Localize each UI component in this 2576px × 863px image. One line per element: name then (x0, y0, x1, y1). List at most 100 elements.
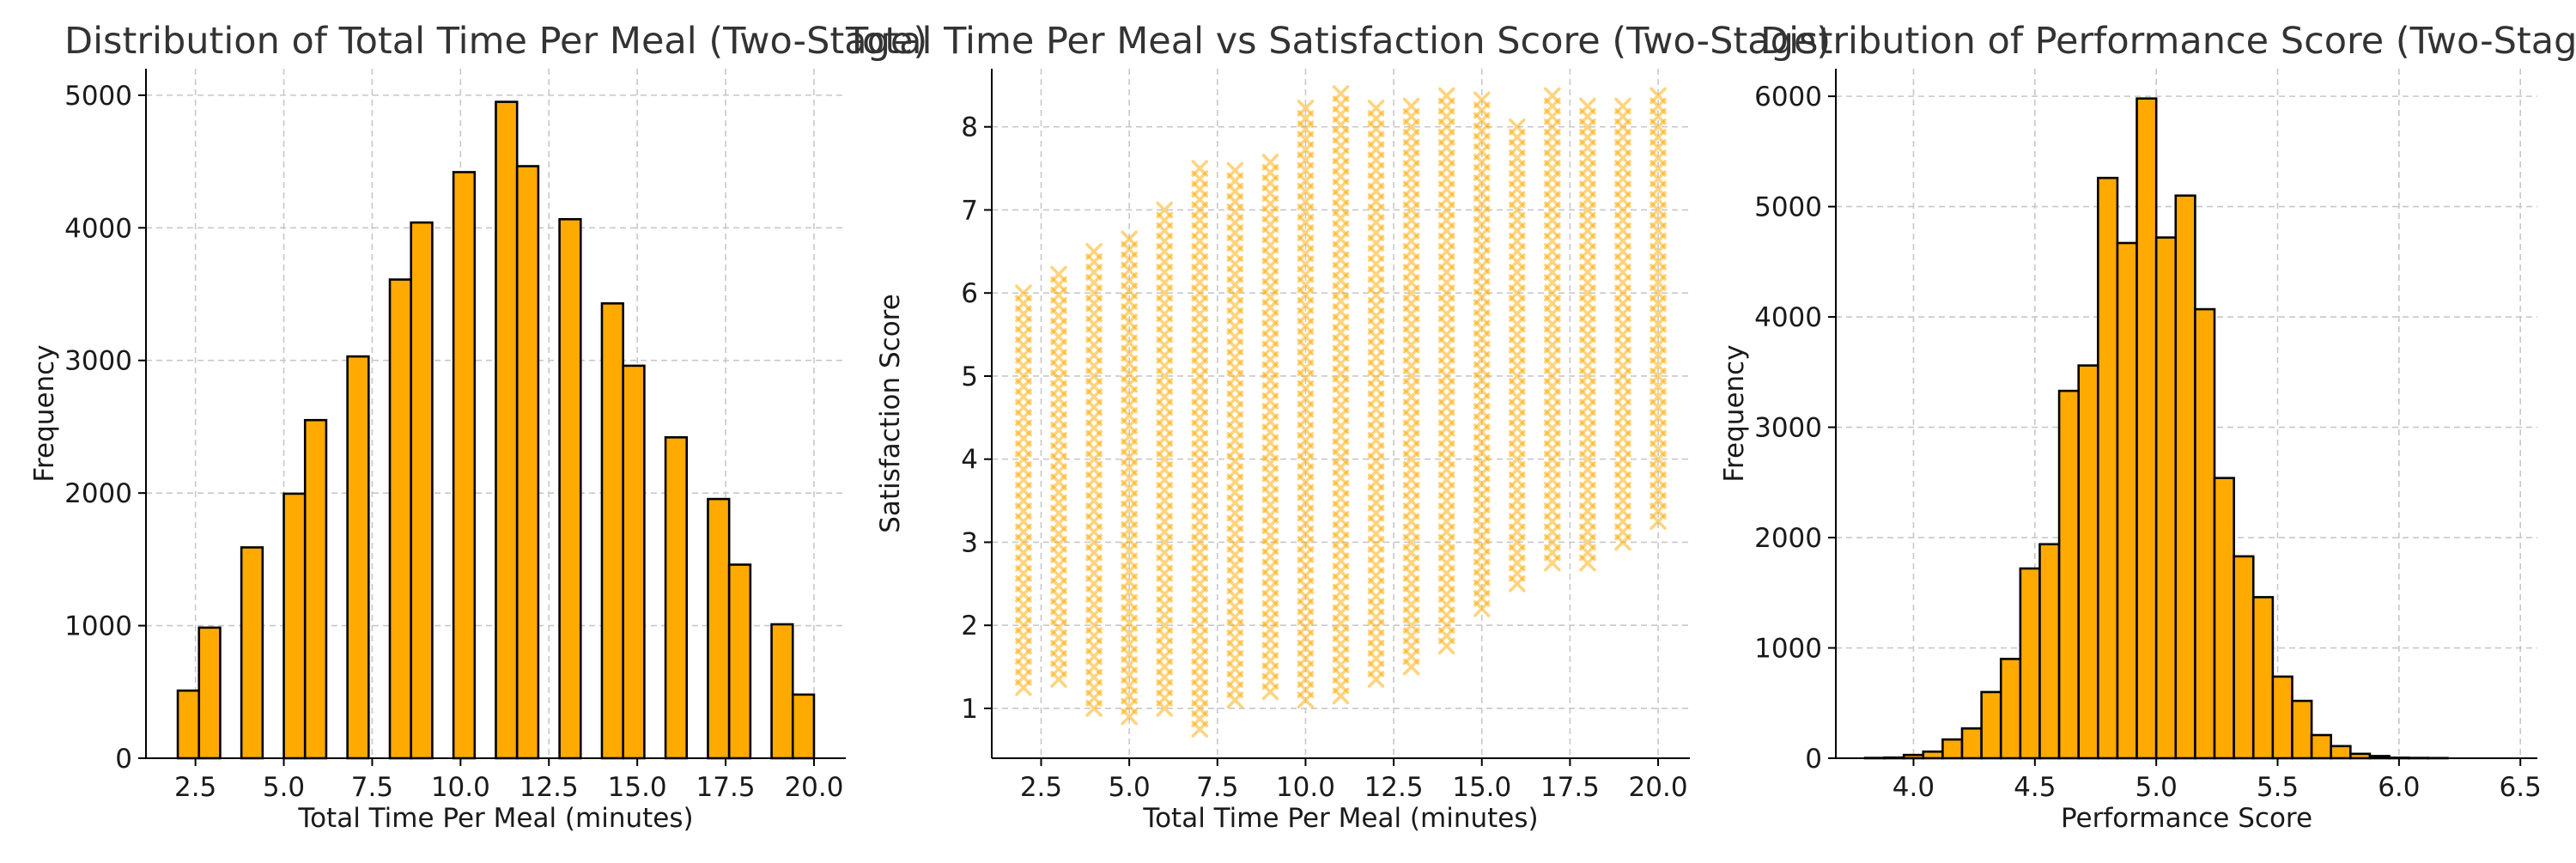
y-tick-label: 1 (961, 694, 978, 725)
bar (708, 499, 729, 758)
bar (2020, 568, 2040, 758)
x-tick-label: 12.5 (1364, 772, 1424, 803)
bar (793, 695, 814, 758)
scatter-point (1405, 100, 1419, 113)
bar (2156, 238, 2176, 758)
bar (199, 628, 221, 758)
y-tick-label: 4 (961, 445, 978, 476)
x-tick-label: 5.5 (2257, 772, 2299, 803)
y-tick-label: 8 (961, 112, 978, 143)
y-tick-label: 3000 (1754, 413, 1822, 444)
bar (2039, 544, 2059, 758)
bar (348, 356, 369, 758)
bar (2292, 701, 2312, 758)
bar (2098, 178, 2117, 758)
bar (2117, 243, 2137, 758)
scatter-point (1052, 267, 1066, 281)
chart-title: Total Time Per Meal vs Satisfaction Scor… (845, 20, 1831, 63)
bar (2001, 659, 2020, 758)
y-tick-label: 2000 (64, 478, 132, 509)
x-tick-label: 20.0 (1629, 772, 1688, 803)
scatter-point (1263, 155, 1277, 169)
x-tick-label: 5.0 (263, 772, 305, 803)
y-tick-label: 7 (961, 195, 978, 226)
bar (2176, 196, 2196, 758)
x-tick-label: 7.5 (351, 772, 393, 803)
x-tick-label: 5.0 (1108, 772, 1150, 803)
x-tick-label: 2.5 (174, 772, 216, 803)
x-axis-label: Performance Score (2061, 803, 2312, 834)
bar (2331, 746, 2351, 758)
bar (2253, 597, 2273, 758)
x-axis-label: Total Time Per Meal (minutes) (1142, 803, 1538, 834)
x-tick-label: 4.0 (1893, 772, 1935, 803)
chart-title: Distribution of Performance Score (Two-S… (1760, 20, 2576, 63)
bar (517, 167, 538, 758)
x-tick-label: 2.5 (1020, 772, 1062, 803)
bar (560, 219, 581, 758)
y-tick-label: 5 (961, 362, 978, 392)
y-tick-label: 1000 (1754, 634, 1822, 665)
bar (1923, 751, 1943, 758)
scatter-point (1581, 100, 1595, 113)
y-tick-label: 3 (961, 527, 978, 558)
scatter-point (1440, 88, 1454, 102)
bar (390, 280, 411, 758)
x-tick-label: 6.5 (2500, 772, 2542, 803)
y-tick-label: 0 (1805, 744, 1822, 775)
x-axis-label: Total Time Per Meal (minutes) (297, 803, 693, 834)
y-tick-label: 4000 (64, 213, 132, 244)
y-axis-label: Frequency (1719, 344, 1750, 482)
scatter-point (1546, 88, 1559, 102)
bar (623, 366, 645, 758)
bars (1865, 99, 2447, 758)
bar (2059, 391, 2079, 758)
bar (178, 690, 199, 758)
scatter-point (1193, 161, 1206, 175)
bar (602, 303, 623, 758)
bar (2195, 309, 2215, 758)
x-tick-label: 15.0 (608, 772, 667, 803)
y-tick-label: 3000 (64, 346, 132, 377)
bar (1982, 692, 2002, 758)
x-tick-label: 17.5 (696, 772, 756, 803)
x-tick-label: 6.0 (2378, 772, 2420, 803)
bars (178, 102, 814, 758)
bar (2312, 735, 2331, 758)
bar (729, 565, 750, 758)
x-tick-label: 5.0 (2136, 772, 2178, 803)
y-tick-label: 1000 (64, 611, 132, 642)
bar (2137, 99, 2157, 758)
bar (772, 624, 793, 758)
y-axis-label: Frequency (29, 344, 60, 482)
x-tick-label: 15.0 (1452, 772, 1511, 803)
x-tick-label: 7.5 (1196, 772, 1238, 803)
x-tick-label: 4.5 (2014, 772, 2056, 803)
x-tick-label: 17.5 (1540, 772, 1600, 803)
scatter-point (1616, 100, 1630, 113)
y-tick-label: 0 (115, 744, 132, 775)
bar (453, 172, 475, 758)
bar (2273, 677, 2293, 758)
bar (1962, 728, 1982, 758)
x-tick-label: 10.0 (431, 772, 490, 803)
bar (284, 494, 306, 758)
scatter-point (1087, 245, 1101, 258)
bar (305, 420, 326, 758)
y-tick-label: 2000 (1754, 523, 1822, 554)
bar (2215, 478, 2234, 758)
scatter-points (1017, 87, 1665, 736)
x-tick-label: 10.0 (1276, 772, 1335, 803)
x-tick-label: 12.5 (519, 772, 579, 803)
y-tick-label: 2 (961, 611, 978, 641)
bar (411, 222, 433, 758)
scatter-point (1370, 101, 1383, 115)
bar (2234, 556, 2254, 758)
bar (2079, 366, 2099, 758)
y-axis-label: Satisfaction Score (875, 294, 906, 533)
bar (1942, 739, 1962, 758)
